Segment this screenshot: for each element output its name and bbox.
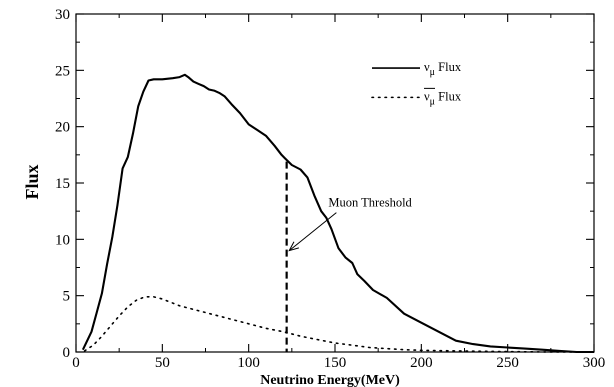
legend-label-numubar: νμ Flux bbox=[424, 89, 462, 107]
y-tick-label: 20 bbox=[55, 120, 70, 136]
legend-label-numu: νμ Flux bbox=[424, 60, 462, 78]
x-tick-label: 250 bbox=[496, 355, 519, 371]
threshold-annotation: Muon Threshold bbox=[285, 161, 413, 352]
y-tick-label: 15 bbox=[55, 176, 70, 192]
numubar-flux-line bbox=[83, 296, 595, 353]
x-tick-label: 50 bbox=[155, 355, 170, 371]
plot-frame bbox=[75, 13, 595, 353]
axis-tick-labels: 0 50 100 150 200 250 300 0 5 10 15 20 25 30 bbox=[55, 7, 605, 371]
y-tick-label: 30 bbox=[55, 7, 70, 23]
x-axis-label: Neutrino Energy(MeV) bbox=[260, 373, 400, 387]
threshold-arrow-shaft bbox=[288, 212, 337, 251]
threshold-arrow-head bbox=[288, 241, 299, 252]
x-tick-label: 0 bbox=[72, 355, 80, 371]
x-tick-label: 300 bbox=[583, 355, 606, 371]
data-series bbox=[81, 73, 595, 354]
x-tick-label: 200 bbox=[410, 355, 433, 371]
x-tick-label: 150 bbox=[324, 355, 347, 371]
y-tick-label: 0 bbox=[63, 345, 71, 361]
legend: νμ Flux νμ Flux bbox=[371, 60, 462, 107]
axis-ticks bbox=[75, 13, 595, 353]
x-tick-label: 100 bbox=[237, 355, 260, 371]
y-tick-label: 25 bbox=[55, 63, 70, 79]
numu-flux-line bbox=[81, 73, 594, 354]
plot-axes bbox=[75, 13, 595, 353]
y-tick-label: 10 bbox=[55, 232, 70, 248]
threshold-label: Muon Threshold bbox=[328, 196, 412, 210]
y-tick-label: 5 bbox=[63, 289, 71, 305]
y-axis-label: Flux bbox=[22, 164, 42, 199]
